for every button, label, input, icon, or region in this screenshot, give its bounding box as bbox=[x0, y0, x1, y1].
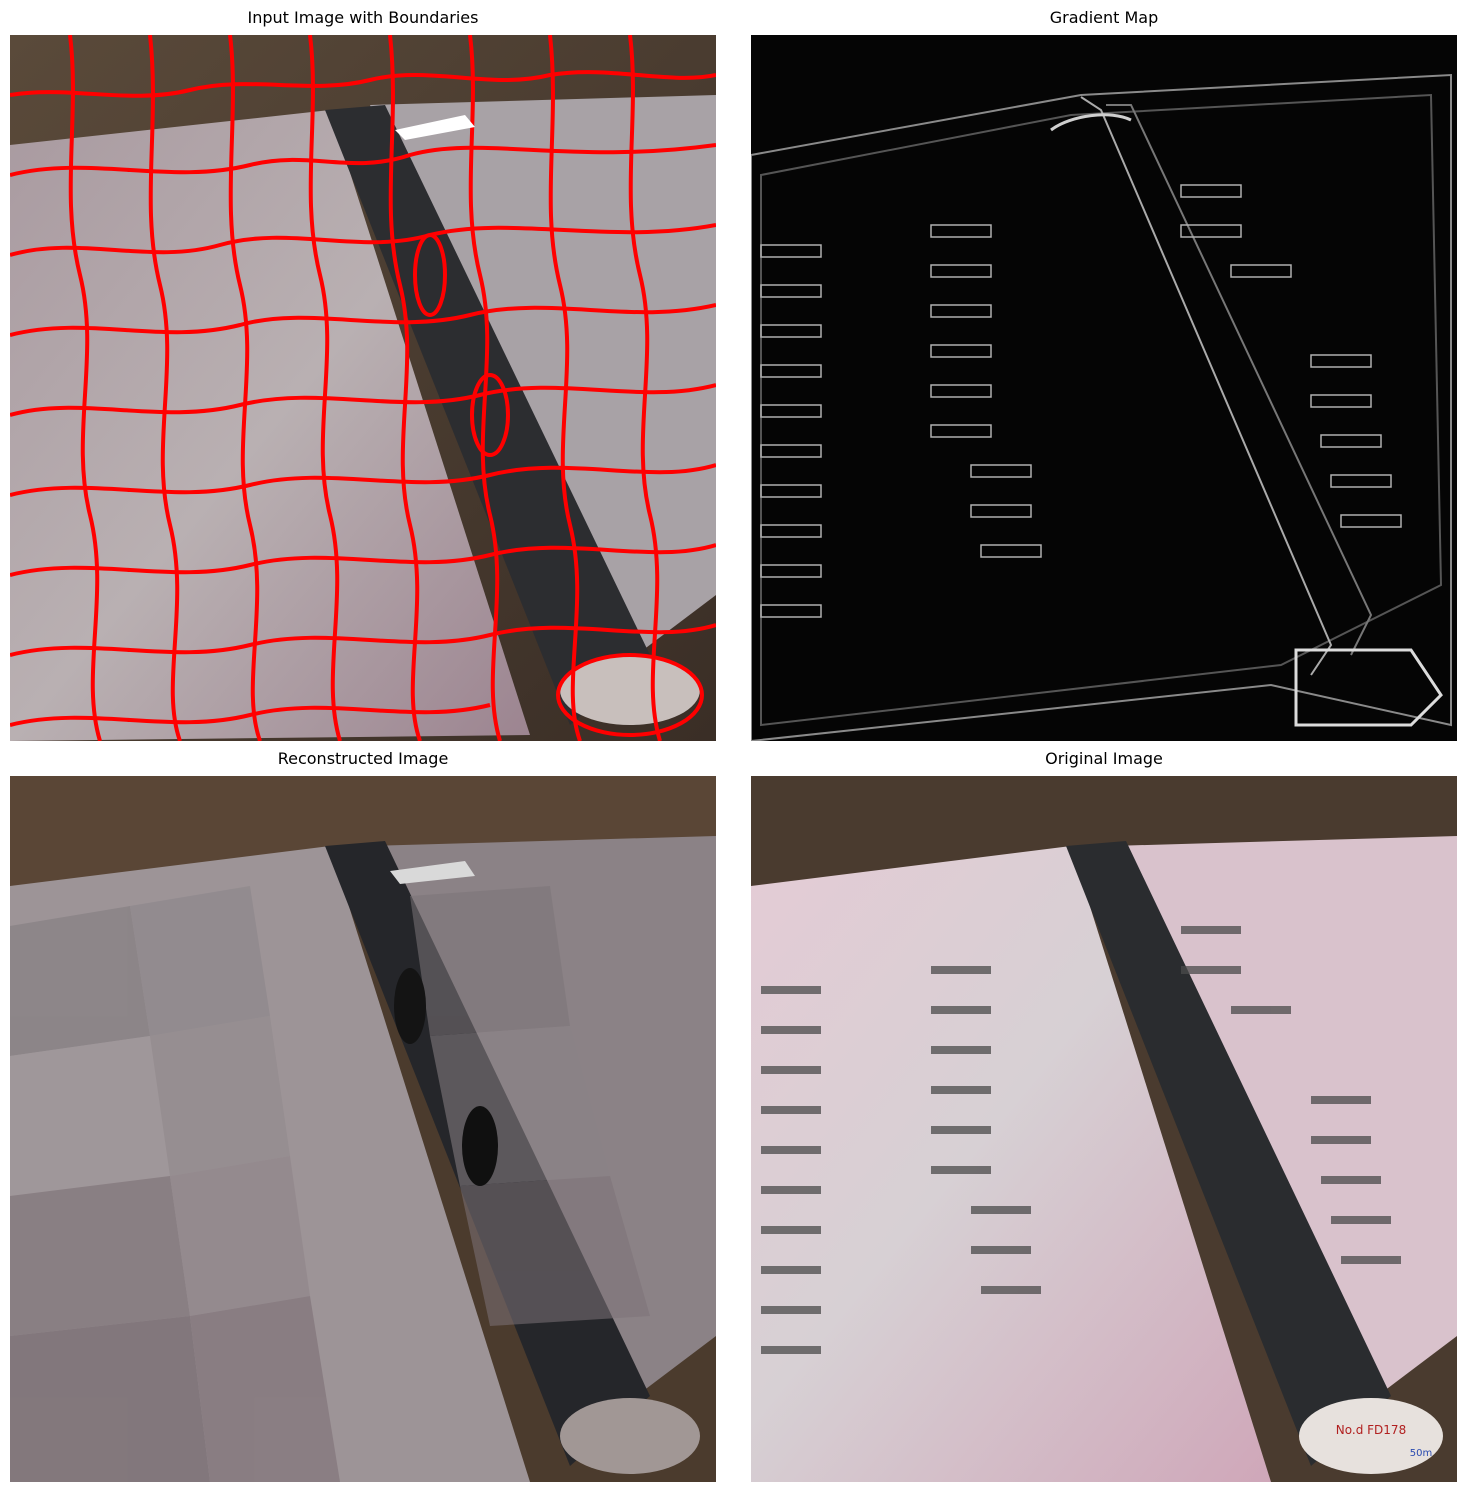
panel-title: Gradient Map bbox=[1049, 8, 1159, 27]
panel-original: Original Image bbox=[751, 749, 1457, 1489]
panel-title: Original Image bbox=[1045, 749, 1163, 768]
reconstructed-image bbox=[10, 776, 716, 1482]
menu-sticker: No.d FD178 50m bbox=[1299, 1398, 1443, 1474]
panel-reconstructed: Reconstructed Image bbox=[10, 749, 716, 1489]
menu-right-page bbox=[370, 95, 716, 675]
menu-text-marks bbox=[761, 926, 1401, 1354]
gradient-text-marks bbox=[760, 184, 1402, 618]
menu-spine bbox=[325, 105, 650, 725]
menu-sticker bbox=[560, 655, 700, 725]
sticker-line-2: 50m bbox=[1410, 1448, 1432, 1459]
sticker-line-1: No.d FD178 bbox=[1336, 1423, 1406, 1437]
panel-input-with-boundaries: Input Image with Boundaries bbox=[10, 8, 716, 748]
panel-gradient-map: Gradient Map bbox=[751, 8, 1457, 748]
superpixel-boundaries bbox=[10, 35, 716, 741]
panel-title: Input Image with Boundaries bbox=[247, 8, 479, 27]
menu-left-page bbox=[10, 110, 530, 741]
original-image: No.d FD178 50m bbox=[751, 776, 1457, 1482]
input-image-with-boundaries bbox=[10, 35, 716, 741]
gradient-map-image bbox=[751, 35, 1457, 741]
panel-title: Reconstructed Image bbox=[277, 749, 449, 768]
